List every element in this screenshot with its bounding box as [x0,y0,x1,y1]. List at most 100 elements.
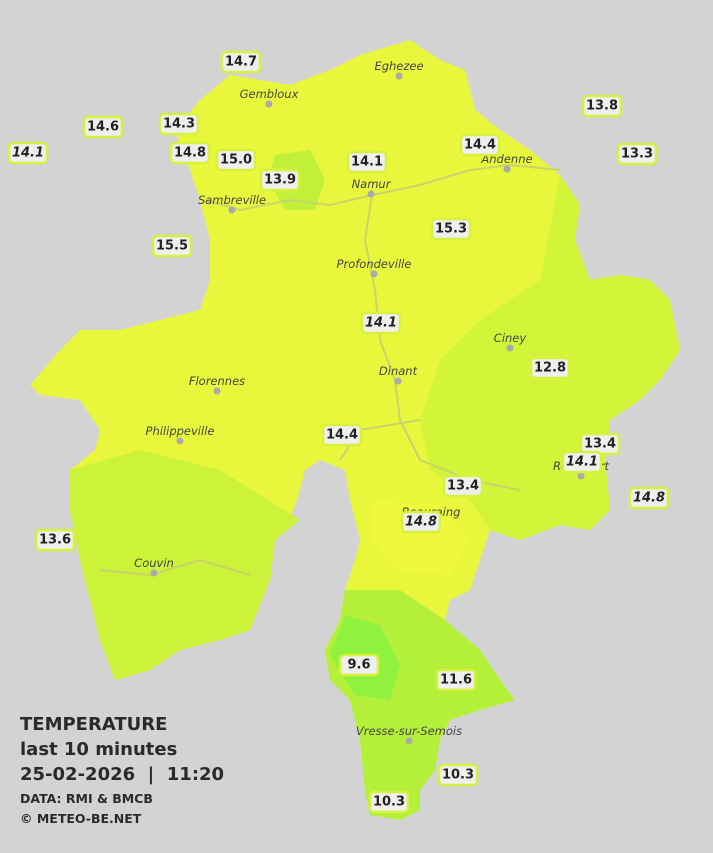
station-value: 10.3 [373,795,405,810]
station-value: 14.4 [464,138,496,153]
city-label: Namur [352,177,392,191]
station-value: 11.6 [440,673,472,688]
station: 13.6 [34,528,76,552]
station-box [215,148,257,172]
station-value: 14.3 [163,117,195,132]
station-value: 10.3 [442,768,474,783]
station-box [529,356,571,380]
city-label: Sambreville [198,193,266,207]
station-value: 14.1 [12,146,44,161]
city-label: Profondeville [337,257,412,271]
station: 13.4 [579,432,621,456]
station-value: 14.1 [351,155,383,170]
station-value: 14.8 [633,491,665,506]
station-value: 14.7 [225,55,257,70]
station: 10.3 [368,790,410,814]
station: 14.4 [321,423,363,447]
station-box [435,668,477,692]
station: 14.8 [400,510,442,534]
station-value: 15.3 [435,222,467,237]
station-box [151,234,193,258]
city-dot [213,387,221,395]
city-dot [405,737,413,745]
legend-period: last 10 minutes [20,739,177,760]
city-dot [503,165,511,173]
station: 9.6 [338,653,380,677]
station-value: 13.9 [264,173,296,188]
station-box [437,763,479,787]
station-box [360,311,402,335]
station-value: 13.8 [586,99,618,114]
station: 14.4 [459,133,501,157]
station-value: 14.8 [174,146,206,161]
city-label: Gembloux [240,87,299,101]
station-box [82,115,124,139]
city-dot [176,437,184,445]
city-label: Florennes [189,374,245,388]
city-label: Eghezee [374,59,423,73]
station-box [581,94,623,118]
station-box [616,142,658,166]
station: 14.8 [628,486,670,510]
city-label: Dinant [379,364,418,378]
station-box [169,141,211,165]
legend-datetime: 25-02-2026 | 11:20 [20,764,224,785]
station-value: 14.1 [365,316,397,331]
station-value: 9.6 [347,658,370,673]
city-dot [506,344,514,352]
station: 12.8 [529,356,571,380]
station: 14.1 [561,450,603,474]
station: 15.5 [151,234,193,258]
station-box [220,50,262,74]
station-value: 12.8 [534,361,566,376]
legend-title: TEMPERATURE [20,714,167,735]
station-value: 15.5 [156,239,188,254]
station: 14.7 [220,50,262,74]
city-label: Ciney [494,331,527,345]
city-dot [577,472,585,480]
station-value: 14.4 [326,428,358,443]
station: 14.1 [7,141,49,165]
station-box [628,486,670,510]
station-value: 13.4 [584,437,616,452]
city-dot [394,377,402,385]
city-label: Vresse-sur-Semois [356,724,462,738]
station: 15.3 [430,217,472,241]
station-value: 13.4 [447,479,479,494]
station-box [561,450,603,474]
city-dot [395,72,403,80]
station: 15.0 [215,148,257,172]
station: 14.1 [346,150,388,174]
station-box [400,510,442,534]
legend-copyright: © METEO-BE.NET [20,811,142,826]
station-value: 13.6 [39,533,71,548]
station-value: 15.0 [220,153,252,168]
legend-source: DATA: RMI & BMCB [20,791,153,806]
station: 14.1 [360,311,402,335]
city-label: Philippeville [146,424,215,438]
station-box [430,217,472,241]
station-value: 13.3 [621,147,653,162]
city-dot [265,100,273,108]
city-dot [370,270,378,278]
station: 10.3 [437,763,479,787]
station-box [368,790,410,814]
station: 11.6 [435,668,477,692]
station: 13.4 [442,474,484,498]
station: 14.3 [158,112,200,136]
station-box [321,423,363,447]
station-box [338,653,380,677]
station-box [459,133,501,157]
station: 14.6 [82,115,124,139]
station: 13.3 [616,142,658,166]
station-box [7,141,49,165]
city-label: Couvin [134,556,174,570]
city-dot [367,190,375,198]
zone-warm [370,500,470,575]
city-dot [150,569,158,577]
station: 13.8 [581,94,623,118]
station-box [34,528,76,552]
station-value: 14.6 [87,120,119,135]
station-box [346,150,388,174]
station-value: 14.8 [405,515,437,530]
